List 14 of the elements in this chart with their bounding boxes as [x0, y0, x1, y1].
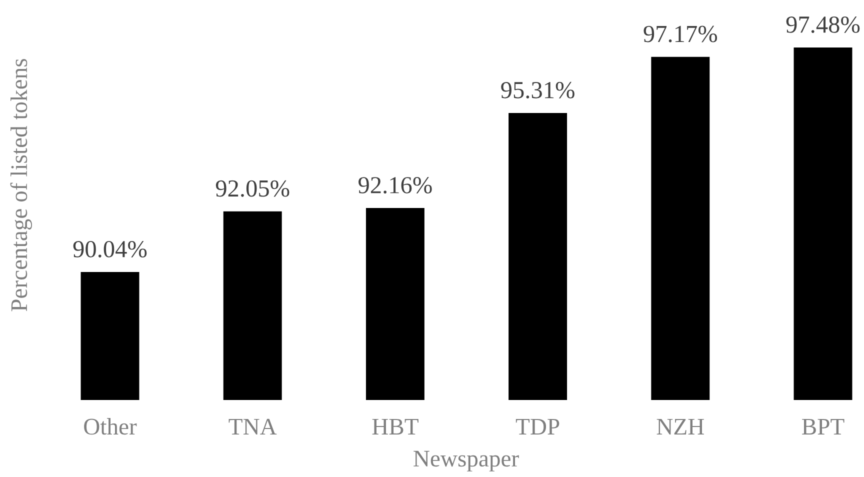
x-tick-label: NZH: [656, 418, 704, 434]
data-label: 97.17%: [644, 26, 718, 42]
x-tick-label: BPT: [802, 418, 844, 435]
data-label: 90.04%: [73, 240, 147, 258]
x-tick-label: Other: [84, 418, 137, 435]
data-label: 92.16%: [358, 176, 432, 194]
x-tick-label: TNA: [228, 418, 277, 434]
y-axis-title: Percentage of listed tokens: [10, 58, 32, 312]
x-axis-title: Newspaper: [414, 450, 519, 472]
data-label: 92.05%: [216, 180, 290, 197]
data-label: 95.31%: [501, 82, 574, 98]
data-label: 97.48%: [786, 16, 860, 33]
x-tick-label: HBT: [372, 418, 418, 435]
x-tick-label: TDP: [516, 418, 560, 434]
